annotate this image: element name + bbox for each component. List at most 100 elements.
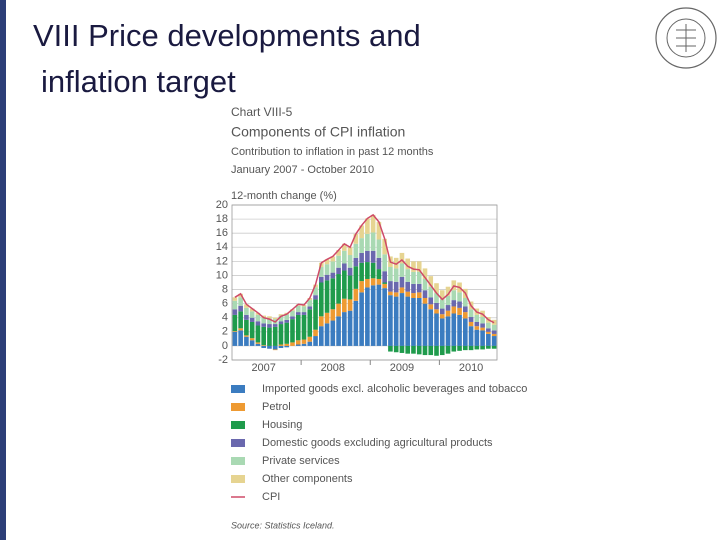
bar-segment	[474, 314, 480, 322]
bar-segment	[399, 293, 405, 346]
logo	[655, 7, 717, 69]
bar-segment	[284, 314, 290, 320]
bar-segment	[428, 297, 434, 305]
bar-segment	[249, 321, 255, 339]
bar-segment	[376, 284, 382, 346]
bar-segment	[416, 345, 422, 355]
bar-segment	[330, 278, 336, 310]
bar-segment	[255, 325, 261, 343]
bar-segment	[249, 317, 255, 322]
bar-segment	[439, 299, 445, 309]
bar-segment	[474, 326, 480, 330]
y-tick-label: 16	[216, 227, 228, 239]
bar-segment	[318, 326, 324, 346]
bar-segment	[480, 327, 485, 331]
bar-segment	[405, 296, 411, 346]
legend-label: Housing	[262, 419, 302, 431]
bar-segment	[238, 297, 243, 306]
x-tick-label: 2010	[459, 362, 483, 374]
bar-segment	[388, 281, 393, 292]
bar-segment	[370, 250, 376, 263]
bar-segment	[347, 247, 353, 256]
bar-segment	[491, 324, 497, 331]
bar-segment	[353, 266, 359, 289]
bar-segment	[393, 296, 399, 346]
bar-segment	[324, 264, 330, 275]
bar-segment	[301, 314, 307, 340]
bar-segment	[434, 293, 439, 303]
bar-segment	[463, 298, 468, 307]
bar-segment	[330, 261, 336, 273]
bar-segment	[428, 309, 434, 346]
bar-segment	[411, 298, 416, 346]
bar-segment	[491, 345, 497, 349]
bar-segment	[244, 314, 249, 320]
bar-segment	[416, 292, 422, 298]
bar-segment	[261, 315, 266, 318]
bar-segment	[365, 278, 370, 288]
legend-label: Other components	[262, 473, 353, 485]
bar-segment	[411, 283, 416, 294]
bar-segment	[255, 343, 261, 346]
bar-segment	[491, 336, 497, 346]
bar-segment	[486, 333, 491, 346]
bar-segment	[261, 323, 266, 327]
bar-segment	[324, 259, 330, 265]
legend-swatch	[231, 403, 245, 411]
bar-segment	[324, 323, 330, 346]
y-tick-label: -2	[218, 354, 228, 366]
bar-segment	[416, 271, 422, 284]
bar-segment	[261, 345, 266, 349]
y-tick-label: 6	[222, 298, 228, 310]
bar-segment	[388, 291, 393, 296]
bar-segment	[290, 342, 295, 346]
bar-segment	[451, 313, 457, 346]
bar-segment	[272, 317, 278, 320]
bar-segment	[457, 292, 462, 302]
bar-segment	[330, 256, 336, 262]
bar-segment	[267, 318, 272, 325]
y-tick-label: 8	[222, 283, 228, 295]
bar-segment	[434, 313, 439, 346]
bar-segment	[416, 261, 422, 272]
bar-segment	[267, 324, 272, 328]
bar-segment	[295, 314, 301, 341]
bar-segment	[486, 331, 491, 334]
bar-segment	[491, 333, 497, 337]
bar-segment	[428, 345, 434, 356]
bar-segment	[468, 317, 474, 322]
bar-segment	[370, 232, 376, 251]
bar-segment	[411, 293, 416, 298]
bar-segment	[336, 303, 341, 317]
bar-segment	[301, 306, 307, 313]
bar-segment	[382, 238, 387, 255]
y-axis-label: 12-month change (%)	[231, 190, 337, 202]
bar-segment	[313, 299, 318, 330]
cpi-line	[234, 213, 495, 324]
bar-segment	[399, 252, 405, 264]
bar-segment	[330, 272, 336, 279]
bar-segment	[318, 276, 324, 283]
bar-segment	[405, 291, 411, 297]
bar-segment	[428, 286, 434, 298]
bar-segment	[376, 269, 382, 279]
bar-segment	[445, 345, 451, 354]
bar-segment	[249, 308, 255, 312]
bar-segment	[399, 345, 405, 353]
bar-segment	[284, 322, 290, 344]
bar-segment	[244, 307, 249, 315]
bar-segment	[255, 342, 261, 344]
legend-swatch	[231, 457, 245, 465]
bar-segment	[365, 233, 370, 251]
bar-segment	[255, 321, 261, 326]
bar-segment	[428, 304, 434, 310]
bar-segment	[278, 344, 284, 346]
slide-title: VIII Price developments and	[33, 18, 421, 53]
bar-segment	[284, 319, 290, 323]
slide-title: inflation target	[41, 64, 236, 99]
bar-segment	[330, 320, 336, 346]
bar-segment	[416, 298, 422, 346]
bar-segment	[342, 270, 347, 299]
y-tick-label: 12	[216, 255, 228, 267]
bar-segment	[457, 301, 462, 308]
